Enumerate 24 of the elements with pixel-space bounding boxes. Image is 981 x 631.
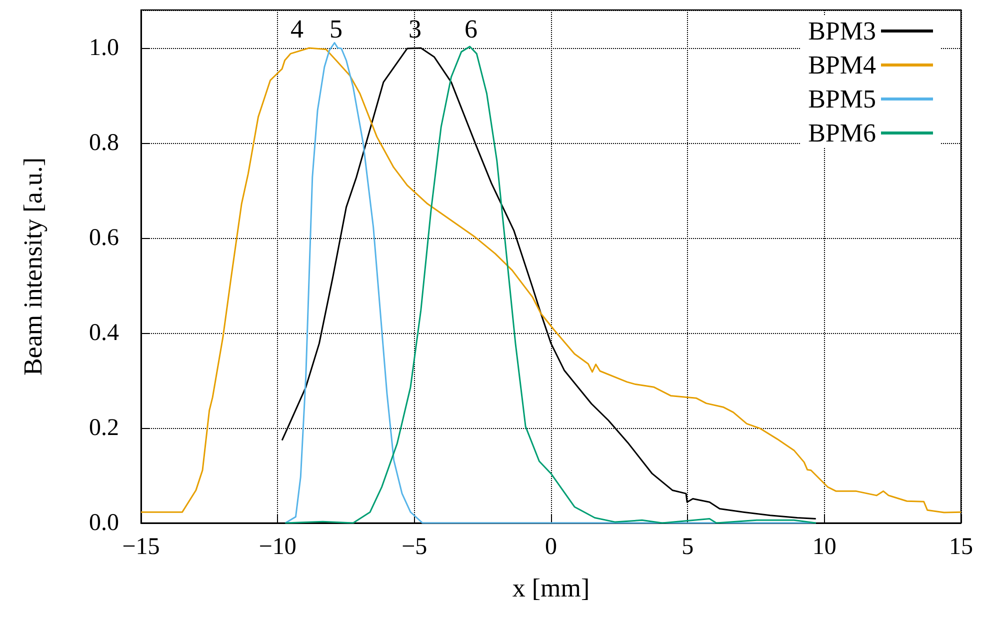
line-series (140, 47, 962, 514)
annotation: 5 (330, 14, 342, 44)
legend-label: BPM4 (808, 50, 876, 80)
y-tick-label: 1.0 (89, 35, 119, 61)
annotation: 6 (464, 14, 478, 44)
y-axis-title: Beam intensity [a.u.] (18, 157, 48, 376)
x-tick-label: 15 (949, 534, 973, 560)
x-axis-title: x [mm] (512, 574, 590, 602)
x-tick-label: 0 (545, 534, 557, 560)
y-tick-label: 0.8 (89, 130, 119, 156)
x-tick-label: −15 (122, 534, 160, 560)
legend-label: BPM3 (808, 16, 876, 46)
y-tick-label: 0.6 (89, 225, 119, 251)
x-tick-label: 10 (812, 534, 836, 560)
y-tick-label: 0.4 (89, 320, 119, 346)
y-tick-label: 0.0 (89, 510, 119, 536)
y-tick-label: 0.2 (89, 415, 119, 441)
x-tick-label: 5 (682, 534, 694, 560)
x-tick-label: −5 (402, 534, 428, 560)
annotation: 3 (408, 14, 422, 44)
x-tick-label: −10 (258, 534, 296, 560)
legend-label: BPM6 (808, 118, 876, 148)
annotation: 4 (290, 14, 304, 44)
legend-label: BPM5 (808, 84, 876, 114)
